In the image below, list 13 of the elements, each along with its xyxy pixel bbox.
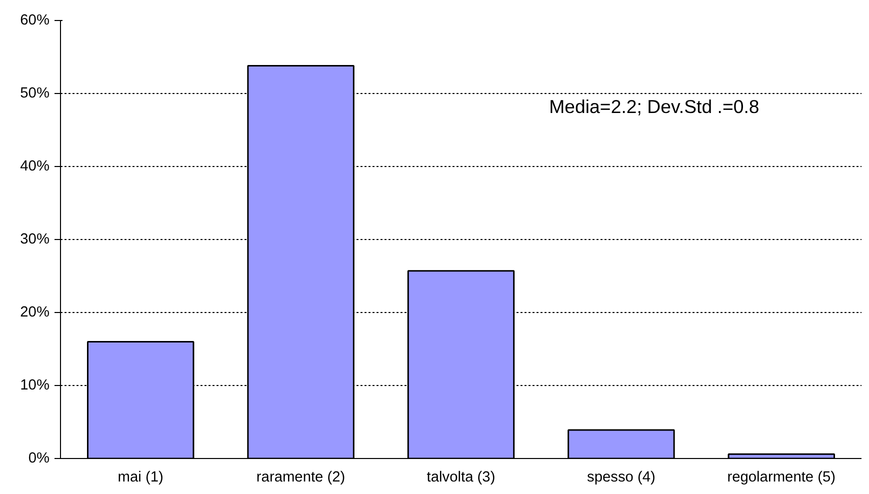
x-tick-label: talvolta (3)	[426, 470, 496, 486]
y-tick-label: 0%	[28, 450, 50, 466]
annotation: Media=2.2; Dev.Std .=0.8	[549, 96, 760, 117]
x-tick-label: mai (1)	[118, 470, 164, 486]
x-tick-label: raramente (2)	[256, 470, 346, 486]
x-tick-label: regolarmente (5)	[727, 470, 836, 486]
y-tick-label: 20%	[20, 304, 50, 320]
y-tick-label: 30%	[20, 232, 50, 248]
y-tick-label: 40%	[20, 158, 50, 174]
y-tick-label: 50%	[20, 86, 50, 102]
y-tick-label: 60%	[20, 12, 50, 28]
y-tick-label: 10%	[20, 378, 50, 394]
x-tick-label: spesso (4)	[586, 470, 656, 486]
